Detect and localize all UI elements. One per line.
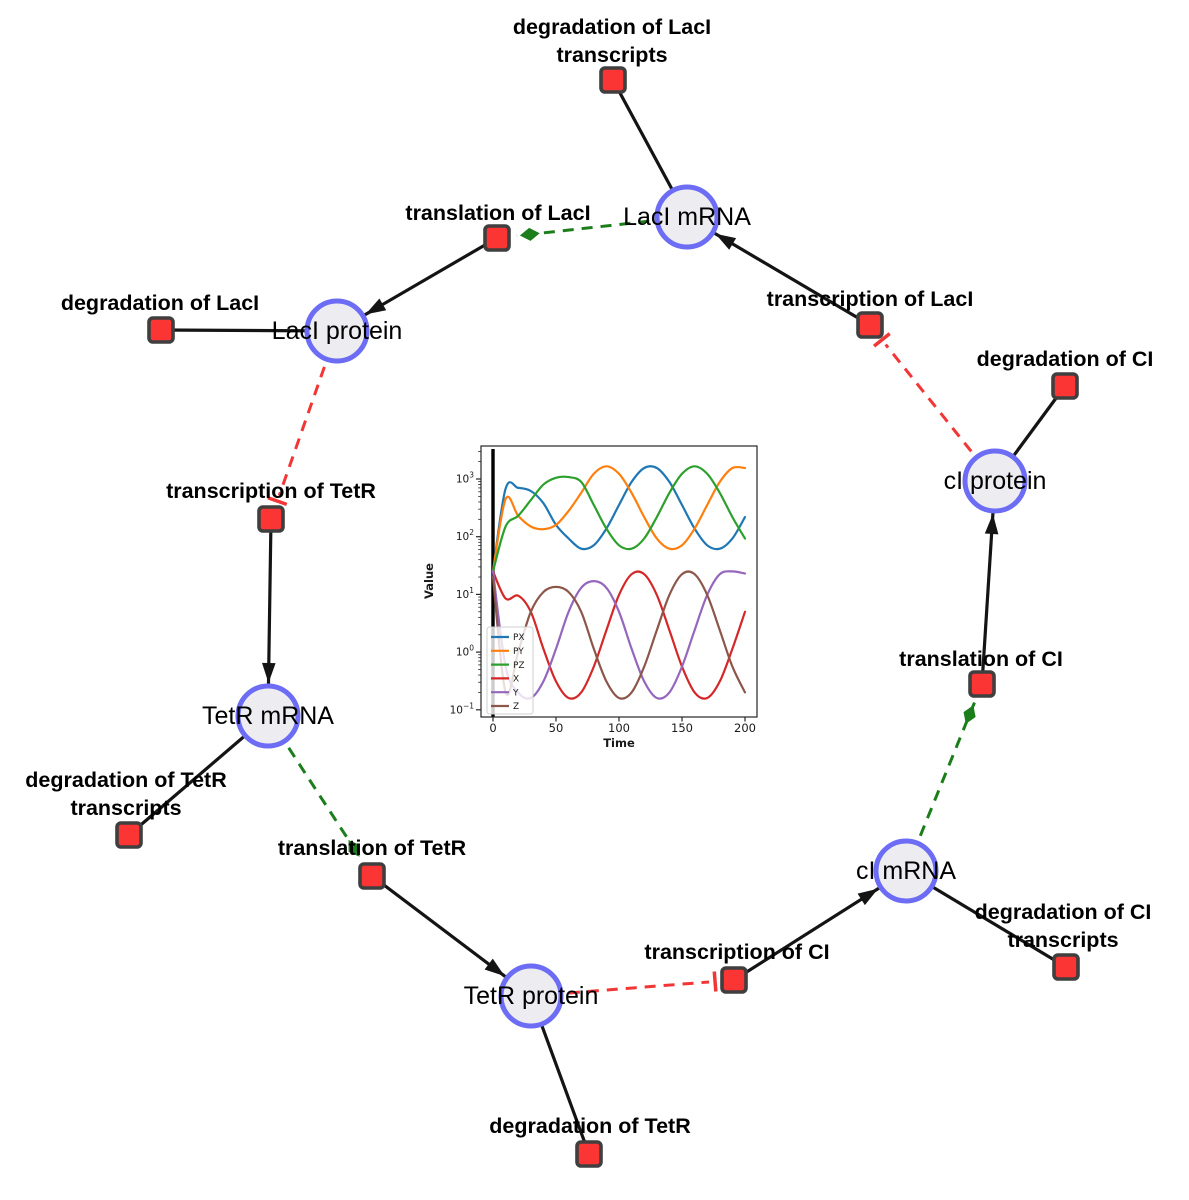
species-label-lacI_mRNA: LacI mRNA <box>623 203 751 231</box>
edge-modifier-lacI_mRNA-transl_lacI-diamond-arrowhead <box>519 227 540 241</box>
y-tick-label-10e0: 100 <box>456 644 474 659</box>
reaction-node-transl_cI[interactable] <box>968 670 996 698</box>
reaction-label-deg_tetR_tr-line0: degradation of TetR <box>25 768 227 792</box>
x-tick-label-200: 200 <box>734 721 756 735</box>
reaction-label-deg_tetR_tr-line1: transcripts <box>70 796 181 820</box>
reaction-label-transcr_cI-line0: transcription of CI <box>644 940 829 964</box>
species-label-lacI_protein: LacI protein <box>272 317 403 345</box>
species-label-tetR_protein: TetR protein <box>464 982 599 1010</box>
reaction-node-transl_tetR[interactable] <box>358 862 386 890</box>
reaction-node-transl_lacI[interactable] <box>483 224 511 252</box>
legend-label-pz: PZ <box>513 661 525 671</box>
species-node-tetR_protein[interactable] <box>498 963 564 1029</box>
legend-label-x: X <box>513 675 519 685</box>
y-tick-label-10e2: 102 <box>456 528 474 543</box>
species-node-cI_protein[interactable] <box>962 448 1028 514</box>
series-py-line <box>491 465 747 573</box>
plot-y-axis-label: Value <box>422 563 436 599</box>
edge-production-transcr_tetR-tetR_mRNA-arrowhead <box>262 662 276 684</box>
species-node-lacI_mRNA[interactable] <box>654 184 720 250</box>
series-x-line <box>491 570 747 700</box>
edge-production-transcr_cI-cI_mRNA-arrowhead <box>857 888 879 906</box>
edge-inhibition-lacI_protein-transcr_tetR-tbar <box>267 496 288 507</box>
series-z-line <box>491 570 747 700</box>
reaction-label-deg_lacI_tr-line0: degradation of LacI <box>513 15 711 39</box>
reaction-node-transcr_tetR[interactable] <box>257 505 285 533</box>
edge-production-transl_tetR-tetR_protein-arrowhead <box>484 958 505 977</box>
nodes-layer <box>115 66 1080 1168</box>
y-tick-label-10e1: 101 <box>456 586 474 601</box>
reaction-label-transl_tetR-line0: translation of TetR <box>278 836 467 860</box>
reaction-label-deg_cI-line0: degradation of CI <box>977 347 1154 371</box>
reaction-label-deg_cI_tr-line0: degradation of CI <box>975 900 1152 924</box>
legend-label-z: Z <box>513 702 519 712</box>
x-tick-label-0: 0 <box>489 721 496 735</box>
species-label-cI_mRNA: cI mRNA <box>856 857 956 885</box>
species-label-tetR_mRNA: TetR mRNA <box>202 702 334 730</box>
edge-production-transl_cI-cI_protein-arrowhead <box>984 513 999 535</box>
edge-production-transcr_lacI-lacI_mRNA-arrowhead <box>715 233 737 250</box>
edge-modifier-tetR_mRNA-transl_tetR-diamond-arrowhead <box>348 839 360 857</box>
reaction-label-transcr_lacI-line0: transcription of LacI <box>767 287 974 311</box>
labels-layer: LacI mRNA LacI protein cI protein TetR mRNA… <box>25 15 1153 1138</box>
series-px-line <box>491 465 747 573</box>
reaction-label-transcr_tetR-line0: transcription of TetR <box>166 479 376 503</box>
legend-label-y: Y <box>512 688 519 698</box>
reaction-node-deg_tetR_tr[interactable] <box>115 821 143 849</box>
reaction-label-deg_lacI-line0: degradation of LacI <box>61 291 259 315</box>
reaction-node-transcr_cI[interactable] <box>720 966 748 994</box>
reaction-node-deg_cI[interactable] <box>1051 372 1079 400</box>
legend-label-px: PX <box>513 633 525 643</box>
edge-production-transcr_tetR-tetR_mRNA <box>266 518 273 717</box>
plot-x-axis-label: Time <box>603 736 635 750</box>
series-pz-line <box>491 465 747 573</box>
species-node-tetR_mRNA[interactable] <box>235 683 301 749</box>
species-node-lacI_protein[interactable] <box>304 298 370 364</box>
species-label-cI_protein: cI protein <box>944 467 1047 495</box>
x-tick-label-50: 50 <box>549 721 564 735</box>
edge-inhibition-cI_protein-transcr_lacI-tbar <box>872 332 891 348</box>
x-tick-label-150: 150 <box>671 721 693 735</box>
legend-label-py: PY <box>513 647 524 657</box>
inset-plot: 0 50 100 150 200 103 102 101 100 10−1 Time Value PX P… <box>422 445 758 750</box>
x-tick-label-100: 100 <box>608 721 630 735</box>
reaction-node-deg_cI_tr[interactable] <box>1052 953 1080 981</box>
reaction-node-deg_lacI_tr[interactable] <box>599 66 627 94</box>
reaction-label-transl_lacI-line0: translation of LacI <box>405 201 590 225</box>
edge-inhibition-tetR_protein-transcr_cI-tbar <box>712 971 718 992</box>
edge-production-transl_lacI-lacI_protein-arrowhead <box>365 298 387 315</box>
plot-legend-box <box>486 626 534 715</box>
reaction-label-transl_cI-line0: translation of CI <box>899 647 1063 671</box>
reaction-node-transcr_lacI[interactable] <box>856 311 884 339</box>
reaction-node-deg_tetR[interactable] <box>575 1140 603 1168</box>
edge-modifier-cI_mRNA-transl_cI-diamond-arrowhead <box>963 705 976 724</box>
reaction-label-deg_cI_tr-line1: transcripts <box>1007 928 1118 952</box>
y-tick-label-10e3: 103 <box>456 471 474 486</box>
reaction-label-deg_tetR-line0: degradation of TetR <box>489 1114 691 1138</box>
reaction-label-deg_lacI_tr-line1: transcripts <box>556 43 667 67</box>
y-tick-label-10e-1: 10−1 <box>450 701 475 716</box>
reaction-node-deg_lacI[interactable] <box>147 316 175 344</box>
species-node-cI_mRNA[interactable] <box>873 838 939 904</box>
